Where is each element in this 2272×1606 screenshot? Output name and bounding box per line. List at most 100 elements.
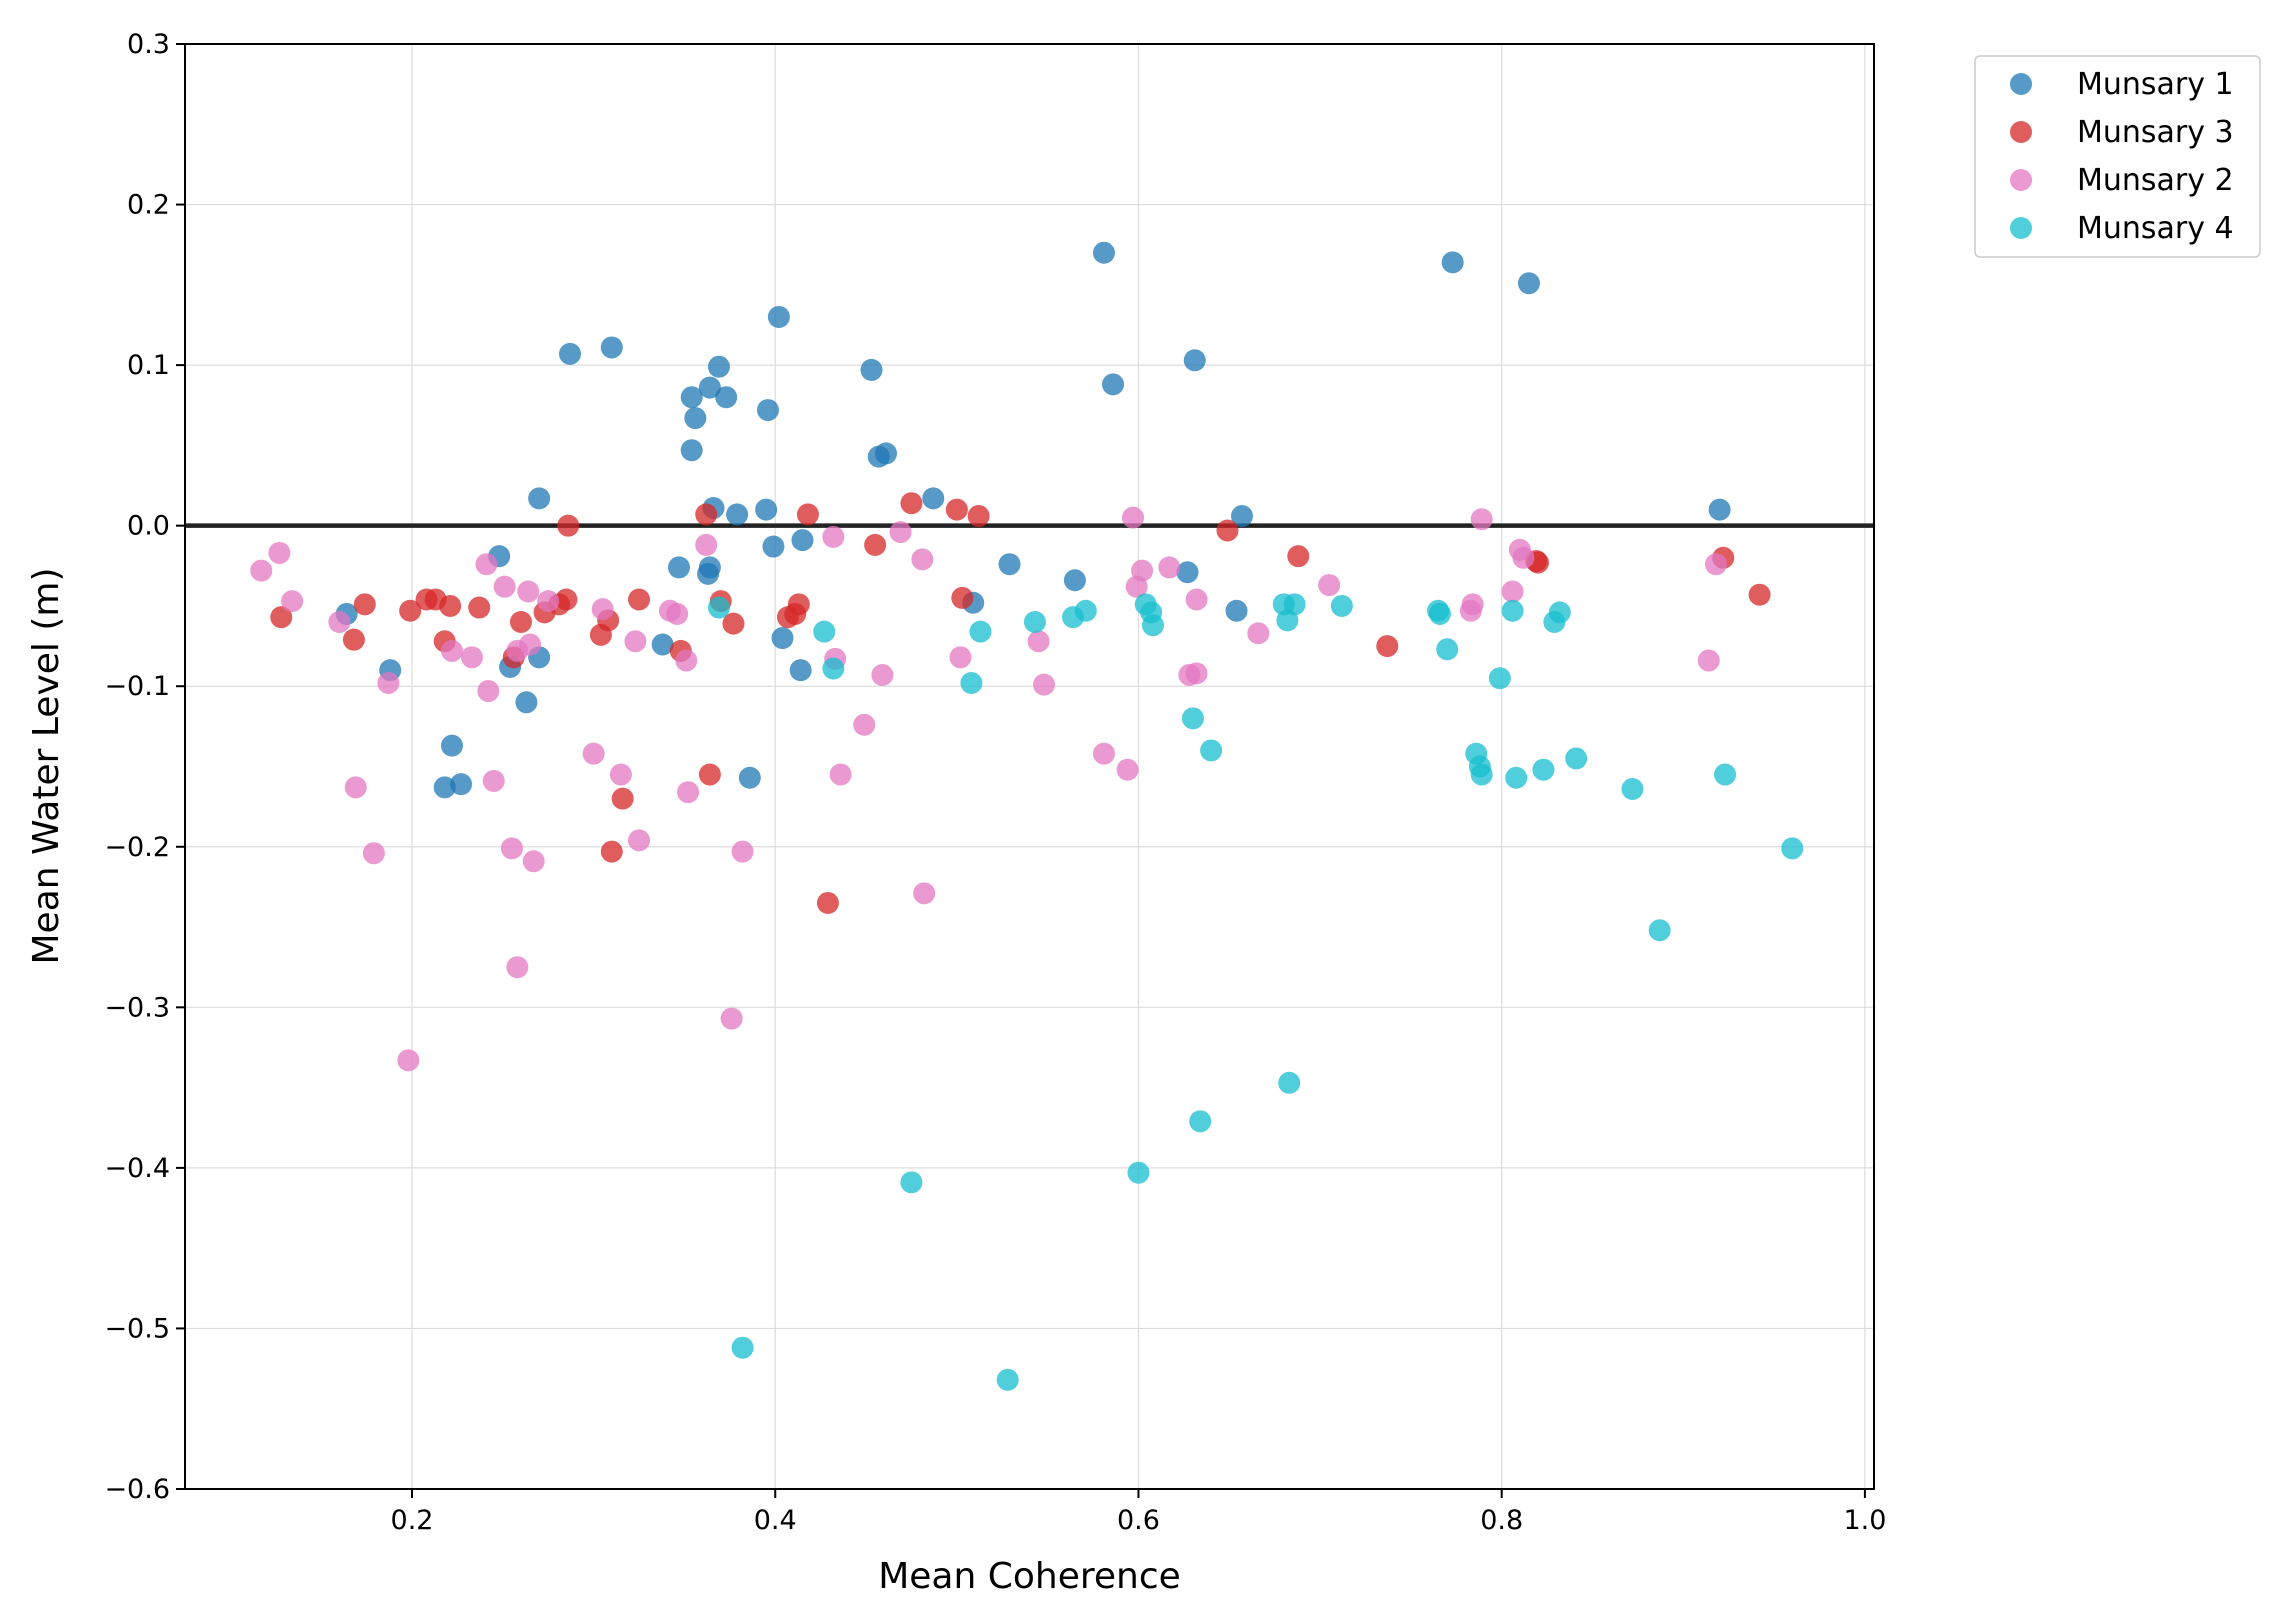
data-point <box>889 521 912 544</box>
data-point <box>789 659 812 682</box>
data-point <box>1748 583 1771 606</box>
data-point <box>1548 601 1571 624</box>
data-point <box>522 850 545 873</box>
data-point <box>509 611 532 633</box>
data-point <box>1517 272 1540 295</box>
data-point <box>1697 649 1720 672</box>
data-point <box>756 399 779 422</box>
data-point <box>1470 763 1493 786</box>
data-point <box>1376 635 1399 658</box>
data-point <box>342 628 365 651</box>
x-tick-label: 0.8 <box>1480 1505 1523 1536</box>
data-point <box>628 829 651 852</box>
data-point <box>528 487 551 510</box>
grid <box>185 43 1874 1490</box>
data-point <box>450 773 473 796</box>
data-point <box>900 1171 923 1194</box>
y-tick-label: 0.0 <box>127 511 170 542</box>
legend-box <box>1974 55 2261 258</box>
data-point <box>1185 588 1208 611</box>
data-point <box>270 606 293 629</box>
data-point <box>515 691 538 714</box>
y-tick-label: 0.1 <box>127 350 170 381</box>
data-point <box>1141 614 1164 637</box>
data-point <box>628 588 651 611</box>
x-axis: 0.2 0.4 0.6 0.8 1.0 <box>391 1489 1886 1536</box>
y-tick-label: −0.5 <box>104 1313 170 1344</box>
data-point <box>791 529 814 552</box>
data-point <box>1714 763 1737 786</box>
data-point <box>475 553 498 576</box>
data-point <box>680 439 703 462</box>
x-tick-label: 0.6 <box>1117 1505 1160 1536</box>
data-point <box>1230 505 1253 528</box>
data-point <box>1470 508 1493 531</box>
data-point <box>651 633 674 656</box>
data-point <box>998 553 1021 576</box>
data-point <box>582 742 605 765</box>
data-point <box>1501 599 1524 622</box>
data-point <box>1122 506 1145 529</box>
data-point <box>1501 580 1524 603</box>
data-point <box>677 781 700 804</box>
data-point <box>967 505 990 528</box>
data-point <box>698 763 721 786</box>
data-point <box>767 305 790 328</box>
legend-marker <box>2010 217 2032 239</box>
data-point <box>344 776 367 799</box>
data-point <box>517 580 540 603</box>
data-points <box>250 241 1804 1391</box>
data-point <box>1461 593 1484 616</box>
data-point <box>1116 758 1139 781</box>
data-point <box>1189 1110 1212 1133</box>
data-point <box>1781 837 1804 860</box>
data-point <box>353 593 376 616</box>
data-point <box>399 599 422 622</box>
y-tick-label: −0.6 <box>104 1474 170 1505</box>
data-point <box>537 590 560 613</box>
data-point <box>1283 593 1306 616</box>
data-point <box>913 882 936 905</box>
y-tick-label: −0.3 <box>104 992 170 1023</box>
legend-label: Munsary 1 <box>2077 67 2234 102</box>
x-tick-label: 0.2 <box>391 1505 434 1536</box>
legend-label: Munsary 4 <box>2077 211 2234 246</box>
data-point <box>1436 638 1459 661</box>
data-point <box>1063 569 1086 592</box>
data-point <box>715 386 738 409</box>
data-point <box>951 586 974 609</box>
data-point <box>1027 630 1050 653</box>
data-point <box>731 1336 754 1359</box>
data-point <box>1704 553 1727 576</box>
x-axis-title: Mean Coherence <box>878 1556 1181 1597</box>
data-point <box>1330 594 1353 617</box>
series-1 <box>335 241 1731 799</box>
y-tick-label: −0.1 <box>104 671 170 702</box>
data-point <box>1488 667 1511 690</box>
data-point <box>666 602 689 625</box>
data-point <box>1102 373 1125 396</box>
data-point <box>1176 561 1199 584</box>
legend-label: Munsary 2 <box>2077 163 2234 198</box>
data-point <box>1565 747 1588 770</box>
data-point <box>1621 777 1644 800</box>
data-point <box>1181 707 1204 730</box>
data-point <box>1092 241 1115 264</box>
data-point <box>506 956 529 979</box>
data-point <box>1127 1161 1150 1184</box>
data-point <box>281 590 304 613</box>
legend: Munsary 1 Munsary 3 Munsary 2 Munsary 4 <box>1974 55 2261 258</box>
data-point <box>1505 766 1528 789</box>
data-point <box>477 680 500 703</box>
data-point <box>460 646 483 669</box>
data-point <box>557 514 580 537</box>
data-point <box>1532 758 1555 781</box>
data-point <box>875 442 898 465</box>
data-point <box>707 355 730 378</box>
data-point <box>600 840 623 863</box>
data-point <box>960 672 983 695</box>
data-point <box>1287 545 1310 568</box>
data-point <box>397 1049 420 1072</box>
data-point <box>829 763 852 786</box>
